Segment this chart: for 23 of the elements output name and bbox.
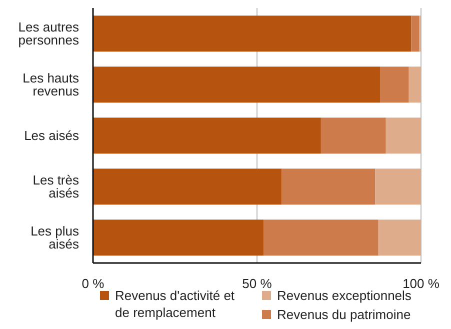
bar — [408, 66, 421, 103]
y-tick-label: Les autres personnes — [18, 20, 80, 48]
x-tick-label: 0 % — [82, 276, 105, 292]
legend-label: Revenus d'activité et de remplacement — [115, 287, 236, 321]
bar — [380, 66, 409, 103]
y-tick-label: Les hauts revenus — [22, 70, 80, 99]
bar — [93, 220, 264, 256]
bar — [375, 168, 421, 205]
bar — [264, 220, 378, 256]
bar — [282, 168, 376, 205]
bar — [320, 118, 386, 154]
bar — [386, 118, 421, 154]
bar — [93, 118, 321, 154]
y-tick-label: Les plus aisés — [30, 224, 80, 252]
legend-label: Revenus du patrimoine — [277, 306, 411, 323]
y-tick-label: Les aisés — [24, 128, 80, 144]
y-tick-label: Les très aisés — [32, 172, 80, 201]
x-tick-label: 50 % — [242, 276, 272, 292]
bar — [93, 16, 412, 52]
bar — [378, 220, 421, 256]
bar — [93, 66, 380, 103]
bar — [93, 168, 282, 205]
bar — [411, 16, 420, 52]
